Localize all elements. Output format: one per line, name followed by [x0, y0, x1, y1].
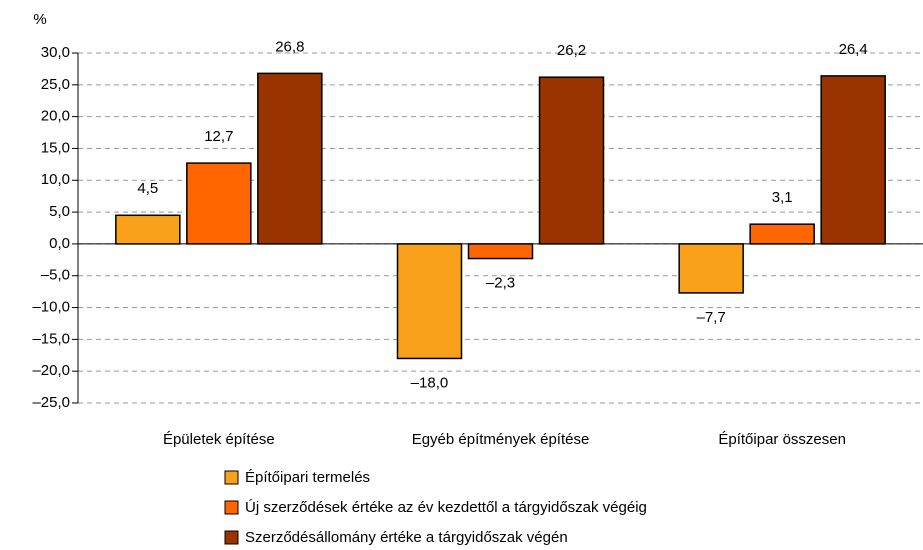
data-label: –18,0 — [411, 374, 449, 391]
x-tick-label: Egyéb építmények építése — [412, 431, 590, 448]
y-tick-label: –25,0 — [32, 394, 70, 411]
y-tick-label: –5,0 — [41, 267, 70, 284]
data-label: –2,3 — [486, 275, 515, 292]
y-tick-label: 25,0 — [41, 76, 70, 93]
x-tick-label: Épületek építése — [163, 431, 275, 448]
y-axis-unit: % — [33, 11, 46, 28]
data-label: 4,5 — [137, 180, 158, 197]
y-tick-label: –10,0 — [32, 299, 70, 316]
legend-swatch — [224, 530, 239, 545]
bar — [820, 75, 886, 245]
y-tick-label: 5,0 — [49, 203, 70, 220]
legend-label: Szerződésállomány értéke a tárgyidőszak … — [245, 529, 568, 546]
y-tick-label: 30,0 — [41, 44, 70, 61]
data-label: –7,7 — [697, 309, 726, 326]
bar — [396, 243, 463, 360]
bar — [186, 162, 252, 245]
bar — [538, 76, 605, 245]
data-label: 26,2 — [557, 42, 586, 59]
legend-swatch — [224, 500, 239, 515]
bar — [467, 243, 534, 260]
y-tick-label: –15,0 — [32, 330, 70, 347]
legend-label: Új szerződések értéke az év kezdettől a … — [245, 499, 647, 516]
data-label: 3,1 — [772, 189, 793, 206]
bar — [749, 223, 815, 245]
y-tick-label: 15,0 — [41, 139, 70, 156]
bar — [257, 72, 323, 245]
bar — [115, 214, 181, 245]
y-tick-label: –20,0 — [32, 362, 70, 379]
data-label: 26,4 — [839, 41, 868, 58]
y-tick-label: 20,0 — [41, 108, 70, 125]
y-tick-label: 10,0 — [41, 171, 70, 188]
data-label: 12,7 — [204, 128, 233, 145]
data-label: 26,8 — [275, 38, 304, 55]
x-tick-label: Építőipar összesen — [718, 431, 846, 448]
legend-label: Építőipari termelés — [245, 469, 370, 486]
legend-swatch — [224, 470, 239, 485]
y-tick-label: 0,0 — [49, 235, 70, 252]
bar — [678, 243, 744, 294]
